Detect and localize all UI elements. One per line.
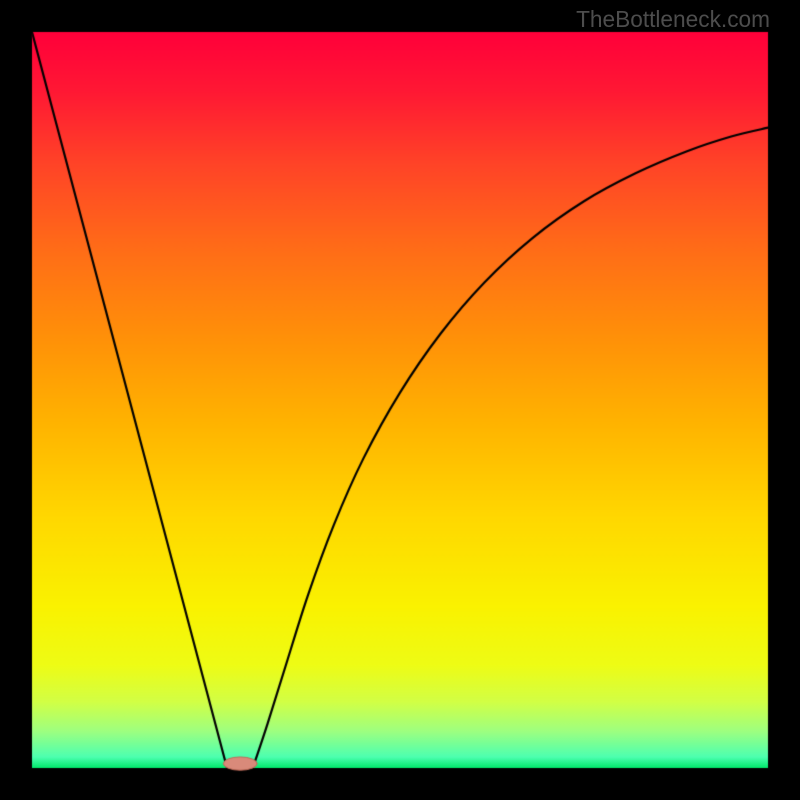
bottleneck-chart: TheBottleneck.com (0, 0, 800, 800)
watermark-text: TheBottleneck.com (576, 6, 770, 33)
bottleneck-curve (0, 0, 800, 800)
